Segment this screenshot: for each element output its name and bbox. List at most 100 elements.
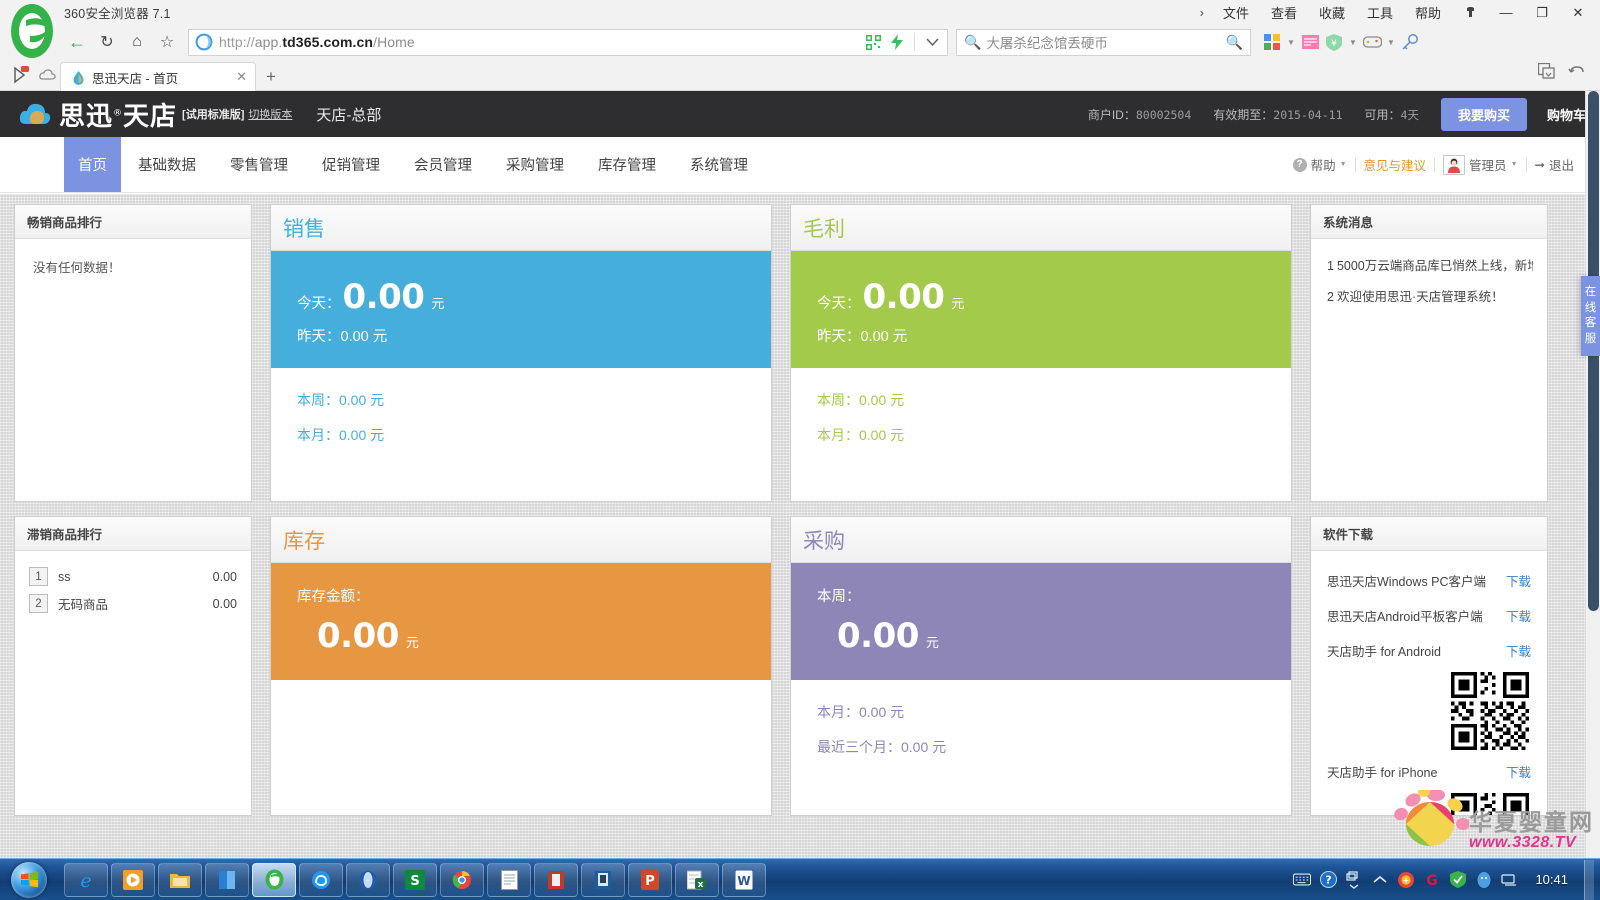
buy-button[interactable]: 我要购买 [1440, 97, 1527, 131]
menu-view[interactable]: 查看 [1270, 6, 1297, 21]
sidebar-toggle-icon[interactable] [8, 62, 34, 88]
table-row[interactable]: 1 ss 0.00 [29, 563, 237, 590]
gamepad-icon[interactable] [1361, 31, 1383, 53]
nav-item-member[interactable]: 会员管理 [414, 158, 472, 174]
sales-yesterday-label: 昨天： [297, 329, 341, 345]
profit-week-label: 本周： [817, 392, 859, 408]
card-body: 没有任何数据！ [15, 239, 251, 501]
card-header: 畅销商品排行 [15, 205, 251, 239]
chevron-right-icon[interactable]: › [1199, 5, 1204, 20]
taskbar-360-browser-icon[interactable] [252, 862, 296, 897]
expand-tray-icon[interactable] [1371, 871, 1389, 889]
back-icon[interactable]: ← [68, 31, 86, 52]
menu-tools[interactable]: 工具 [1366, 6, 1393, 21]
show-hidden-icons-icon[interactable] [1345, 870, 1363, 889]
store-name: 天店-总部 [316, 106, 382, 124]
feedback-link[interactable]: 意见与建议 [1363, 159, 1427, 173]
chevron-down-icon[interactable]: ▼ [1387, 37, 1395, 47]
search-input[interactable]: 大屠杀纪念馆丢硬币 [986, 36, 1108, 51]
new-tab-button[interactable]: + [266, 67, 276, 86]
card-title: 库存 [283, 529, 325, 553]
switch-version-link[interactable]: 切换版本 [248, 109, 293, 121]
taskbar-word-icon[interactable]: W [722, 862, 766, 897]
sogou-tray-icon[interactable]: G [1423, 871, 1441, 889]
360-shield-tray-icon[interactable] [1449, 871, 1467, 889]
nav-item-inventory[interactable]: 库存管理 [598, 158, 656, 174]
invoice-icon[interactable] [1299, 31, 1321, 53]
bookmark-star-icon[interactable]: ☆ [159, 34, 175, 51]
nav-item-promotion[interactable]: 促销管理 [322, 158, 380, 174]
nav-item-home[interactable]: 首页 [64, 137, 121, 192]
qrcode-icon[interactable] [862, 31, 884, 53]
taskbar-qq-browser-icon[interactable] [299, 862, 343, 897]
minimize-button[interactable]: — [1499, 5, 1513, 20]
restore-tabs-icon[interactable] [1534, 58, 1560, 84]
maximize-button[interactable]: ❐ [1536, 4, 1548, 20]
help-tray-icon[interactable]: ? [1319, 871, 1337, 889]
taskbar-device-icon[interactable] [581, 862, 625, 897]
taskbar-wps-spreadsheet-icon[interactable]: x [675, 862, 719, 897]
nav-item-system[interactable]: 系统管理 [690, 158, 748, 174]
list-item[interactable]: 2 欢迎使用思迅·天店管理系统！ [1325, 282, 1533, 313]
cloud-tab-icon[interactable] [34, 62, 60, 88]
nav-item-purchase[interactable]: 采购管理 [506, 158, 564, 174]
taskbar-store-icon[interactable] [205, 862, 249, 897]
sales-week-row: 本周：0.00 元 [297, 390, 745, 410]
menu-help[interactable]: 帮助 [1414, 6, 1441, 21]
page-scrollbar[interactable] [1585, 91, 1600, 858]
network-tray-icon[interactable] [1501, 871, 1519, 889]
sales-today-value: 0.00 [342, 277, 425, 317]
online-service-tab[interactable]: 在线客服 [1581, 276, 1600, 357]
menu-file[interactable]: 文件 [1222, 6, 1249, 21]
taskbar-explorer-icon[interactable] [158, 862, 202, 897]
key-icon[interactable] [1399, 31, 1421, 53]
taskbar-media-player-icon[interactable] [111, 862, 155, 897]
sales-week-value: 0.00 元 [339, 392, 385, 408]
chevron-down-icon[interactable] [921, 31, 943, 53]
download-link[interactable]: 下载 [1505, 645, 1531, 659]
taskbar-tool-icon[interactable] [534, 862, 578, 897]
cart-button[interactable]: 购物车 [1546, 107, 1586, 123]
taskbar-chrome-icon[interactable] [440, 862, 484, 897]
taskbar-opera-icon[interactable] [346, 862, 390, 897]
nav-item-basic-data[interactable]: 基础数据 [138, 158, 196, 174]
profit-week-row: 本周：0.00 元 [817, 390, 1265, 410]
tab-close-icon[interactable]: ✕ [236, 69, 247, 84]
download-link[interactable]: 下载 [1505, 575, 1531, 589]
taskbar-notepad-icon[interactable] [487, 862, 531, 897]
chevron-down-icon[interactable]: ▼ [1349, 37, 1357, 47]
user-menu[interactable]: 管理员 ▼ [1435, 154, 1525, 175]
table-row[interactable]: 2 无码商品 0.00 [29, 590, 237, 617]
lightning-icon[interactable] [886, 31, 908, 53]
reload-icon[interactable]: ↻ [100, 34, 114, 51]
close-button[interactable]: ✕ [1572, 4, 1584, 20]
skin-icon[interactable] [1452, 0, 1488, 25]
taskbar-kingsoft-icon[interactable]: S [393, 862, 437, 897]
taskbar-clock[interactable]: 10:41 [1535, 872, 1568, 887]
qq-tray-icon[interactable] [1475, 871, 1493, 889]
download-link[interactable]: 下载 [1505, 766, 1531, 780]
menu-favorites[interactable]: 收藏 [1318, 6, 1345, 21]
start-button[interactable] [2, 860, 56, 900]
search-submit-icon[interactable]: 🔍 [1225, 33, 1243, 50]
taskbar-powerpoint-icon[interactable]: P [628, 862, 672, 897]
system-tray: ? + G 10:41 [1293, 859, 1600, 900]
address-bar[interactable]: http://app.td365.com.cn/Home [188, 28, 948, 56]
keyboard-ime-icon[interactable] [1293, 871, 1312, 889]
taskbar-internet-explorer-icon[interactable]: e [64, 862, 108, 897]
browser-tab[interactable]: 思迅天店 - 首页 ✕ [60, 62, 256, 91]
show-desktop-button[interactable] [1584, 859, 1594, 900]
help-menu[interactable]: ? 帮助 ▼ [1285, 155, 1355, 174]
money-shield-icon[interactable]: ¥ [1323, 31, 1345, 53]
list-item[interactable]: 15000万云端商品库已悄然上线，新增商… [1325, 251, 1533, 282]
logout-button[interactable]: ➞ 退出 [1527, 155, 1583, 174]
baidu-tray-icon[interactable]: + [1397, 871, 1415, 889]
nav-item-retail[interactable]: 零售管理 [230, 158, 288, 174]
apps-grid-icon[interactable] [1261, 31, 1283, 53]
purchase-week-label: 本周： [817, 589, 861, 605]
chevron-down-icon[interactable]: ▼ [1287, 37, 1295, 47]
home-icon[interactable]: ⌂ [132, 33, 142, 50]
search-bar[interactable]: 🔍 大屠杀纪念馆丢硬币 🔍 [956, 28, 1251, 56]
undo-close-tab-icon[interactable] [1564, 58, 1590, 84]
download-link[interactable]: 下载 [1505, 610, 1531, 624]
